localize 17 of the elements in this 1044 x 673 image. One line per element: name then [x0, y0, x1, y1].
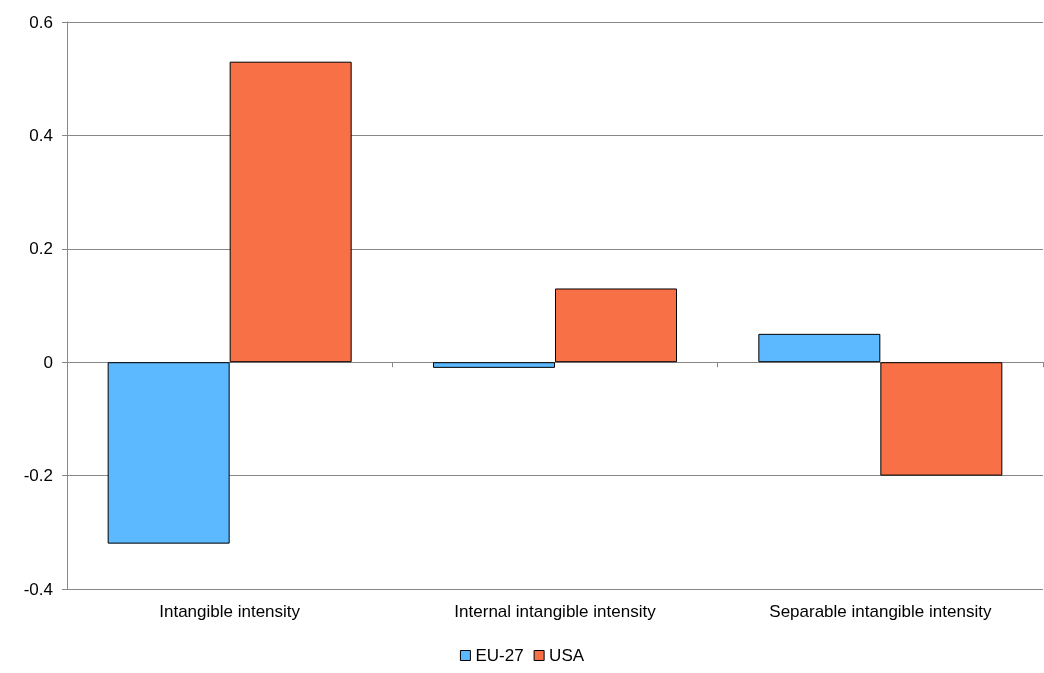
bar: [880, 362, 1003, 476]
bar: [555, 288, 677, 363]
y-tick-label: -0.2: [23, 466, 53, 486]
y-tick-label: 0.6: [29, 12, 53, 32]
x-tick-label: Separable intangible intensity: [769, 602, 992, 621]
y-tick-label: -0.4: [23, 579, 53, 599]
bar: [758, 333, 881, 363]
x-tick-label: Intangible intensity: [159, 602, 301, 621]
bar: [433, 362, 555, 368]
legend-label: EU-27: [475, 646, 524, 665]
y-tick-label: 0.2: [29, 239, 53, 259]
bar: [107, 362, 230, 544]
y-tick-label: 0: [43, 352, 53, 372]
x-tick-label: Internal intangible intensity: [454, 602, 657, 621]
bar: [229, 61, 352, 363]
y-tick-label: 0.4: [29, 125, 53, 145]
legend-label: USA: [549, 646, 585, 665]
